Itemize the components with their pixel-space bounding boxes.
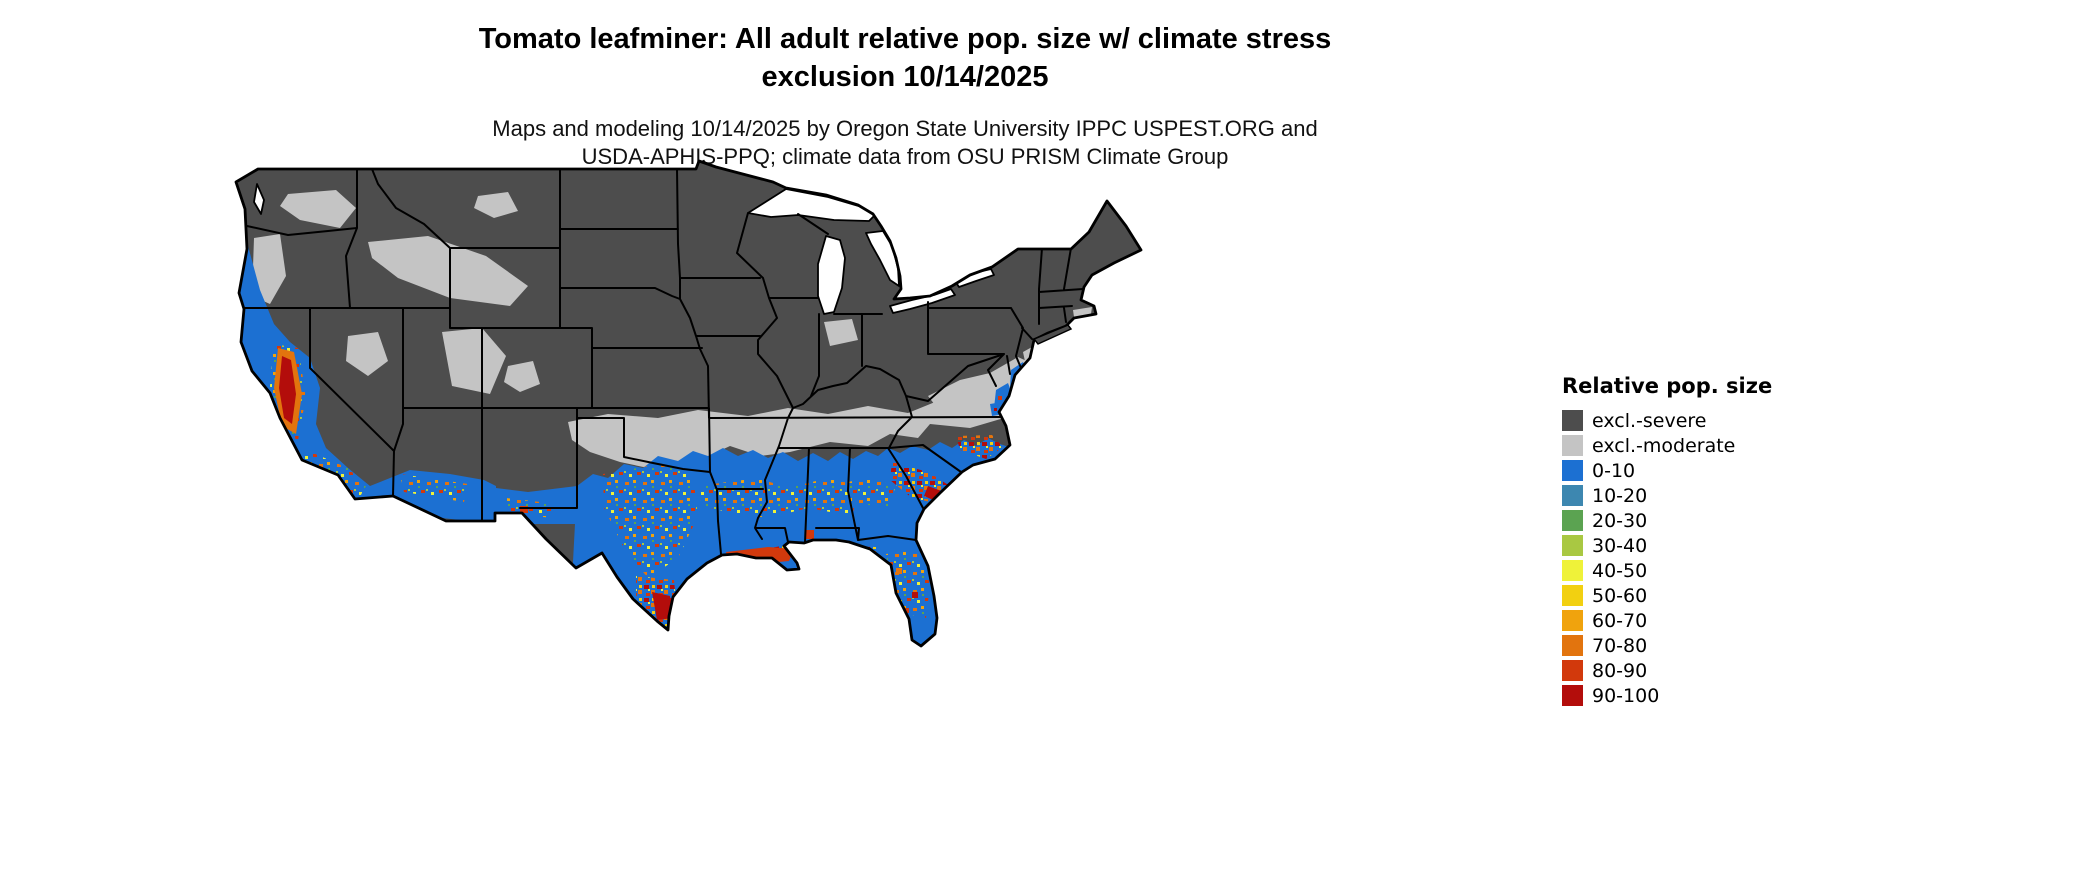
long-island (1032, 324, 1073, 345)
legend-swatch-40-50 (1562, 560, 1583, 581)
map-title-line-2: exclusion 10/14/2025 (761, 61, 1049, 94)
legend-item: 0-10 (1562, 458, 1772, 483)
legend-item: 70-80 (1562, 633, 1772, 658)
legend-swatch-20-30 (1562, 510, 1583, 531)
legend-label: 90-100 (1592, 684, 1660, 707)
map-subtitle-line-1: Maps and modeling 10/14/2025 by Oregon S… (492, 115, 1318, 141)
legend-label: 40-50 (1592, 559, 1648, 582)
legend-label: 0-10 (1592, 459, 1636, 482)
region-excluded-moderate (252, 190, 1092, 468)
legend-swatch-10-20 (1562, 485, 1583, 506)
legend-item: 90-100 (1562, 683, 1772, 708)
legend-item: 40-50 (1562, 558, 1772, 583)
header: Tomato leafminer: All adult relative pop… (0, 20, 1810, 172)
legend-swatch-0-10 (1562, 460, 1583, 481)
us-map-svg (234, 159, 1143, 648)
lake-michigan (817, 235, 846, 315)
legend-label: excl.-moderate (1592, 434, 1736, 457)
legend-item: excl.-severe (1562, 408, 1772, 433)
map-subtitle: Maps and modeling 10/14/2025 by Oregon S… (0, 115, 1810, 172)
legend-swatch-70-80 (1562, 635, 1583, 656)
legend-swatch-60-70 (1562, 610, 1583, 631)
legend-label: 70-80 (1592, 634, 1648, 657)
legend-label: 50-60 (1592, 584, 1648, 607)
state-borders (243, 168, 1084, 555)
legend-swatch-80-90 (1562, 660, 1583, 681)
legend-item: 10-20 (1562, 483, 1772, 508)
legend-swatch-excl-moderate (1562, 435, 1583, 456)
puget-sound (253, 183, 265, 215)
legend-swatch-90-100 (1562, 685, 1583, 706)
legend-item: 30-40 (1562, 533, 1772, 558)
us-outline (234, 159, 1143, 648)
legend-swatch-30-40 (1562, 535, 1583, 556)
legend-label: 60-70 (1592, 609, 1648, 632)
legend-item: 20-30 (1562, 508, 1772, 533)
legend: Relative pop. size excl.-severe excl.-mo… (1562, 374, 1772, 708)
legend-label: excl.-severe (1592, 409, 1707, 432)
legend-label: 10-20 (1592, 484, 1648, 507)
legend-item: 60-70 (1562, 608, 1772, 633)
legend-title: Relative pop. size (1562, 374, 1773, 398)
map-subtitle-line-2: USDA-APHIS-PPQ; climate data from OSU PR… (581, 144, 1229, 170)
legend-swatch-excl-severe (1562, 410, 1583, 431)
map-title-line-1: Tomato leafminer: All adult relative pop… (478, 23, 1332, 55)
legend-item: 80-90 (1562, 658, 1772, 683)
legend-item: excl.-moderate (1562, 433, 1772, 458)
legend-label: 20-30 (1592, 509, 1648, 532)
legend-swatch-50-60 (1562, 585, 1583, 606)
legend-label: 80-90 (1592, 659, 1648, 682)
legend-label: 30-40 (1592, 534, 1648, 557)
legend-item: 50-60 (1562, 583, 1772, 608)
us-map (228, 156, 1148, 662)
